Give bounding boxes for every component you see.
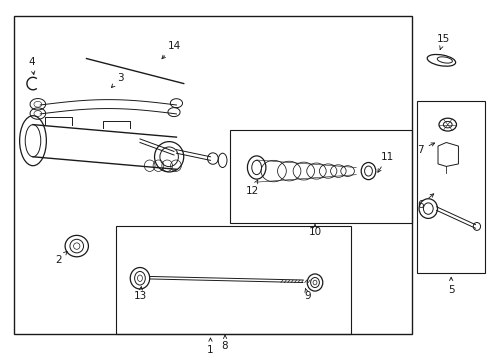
Text: 3: 3 (111, 73, 123, 87)
Text: 6: 6 (416, 194, 433, 210)
Text: 5: 5 (447, 277, 453, 295)
Text: 2: 2 (55, 251, 67, 265)
Text: 1: 1 (207, 338, 213, 355)
Text: 13: 13 (133, 287, 146, 301)
Text: 14: 14 (162, 41, 180, 59)
Text: 15: 15 (436, 34, 449, 50)
Text: 12: 12 (245, 180, 258, 196)
Text: 11: 11 (377, 152, 394, 172)
Text: 7: 7 (416, 143, 434, 155)
Text: 10: 10 (308, 224, 321, 237)
Text: 8: 8 (221, 335, 228, 351)
Text: 9: 9 (304, 288, 310, 301)
Text: 4: 4 (28, 57, 35, 75)
